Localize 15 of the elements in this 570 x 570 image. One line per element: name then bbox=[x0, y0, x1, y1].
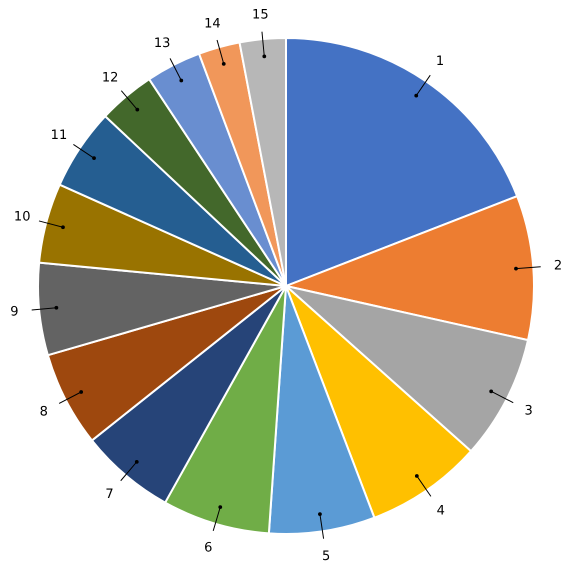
slice-label: 7 bbox=[105, 486, 114, 502]
slice-label: 14 bbox=[204, 16, 221, 32]
slice-label: 2 bbox=[554, 258, 562, 274]
slice-label: 4 bbox=[436, 504, 445, 519]
slice-label: 3 bbox=[524, 404, 533, 419]
slice-label: 13 bbox=[154, 36, 170, 51]
slice-label: 5 bbox=[322, 548, 330, 564]
slice-label: 11 bbox=[50, 128, 68, 143]
slice-label: 15 bbox=[252, 7, 269, 22]
slice-label: 10 bbox=[14, 210, 30, 224]
slice-label: 9 bbox=[10, 304, 19, 320]
slice-label: 1 bbox=[436, 54, 444, 69]
slice-label: 12 bbox=[102, 70, 118, 86]
slice-label: 8 bbox=[40, 404, 48, 420]
slice-label: 6 bbox=[204, 540, 212, 556]
